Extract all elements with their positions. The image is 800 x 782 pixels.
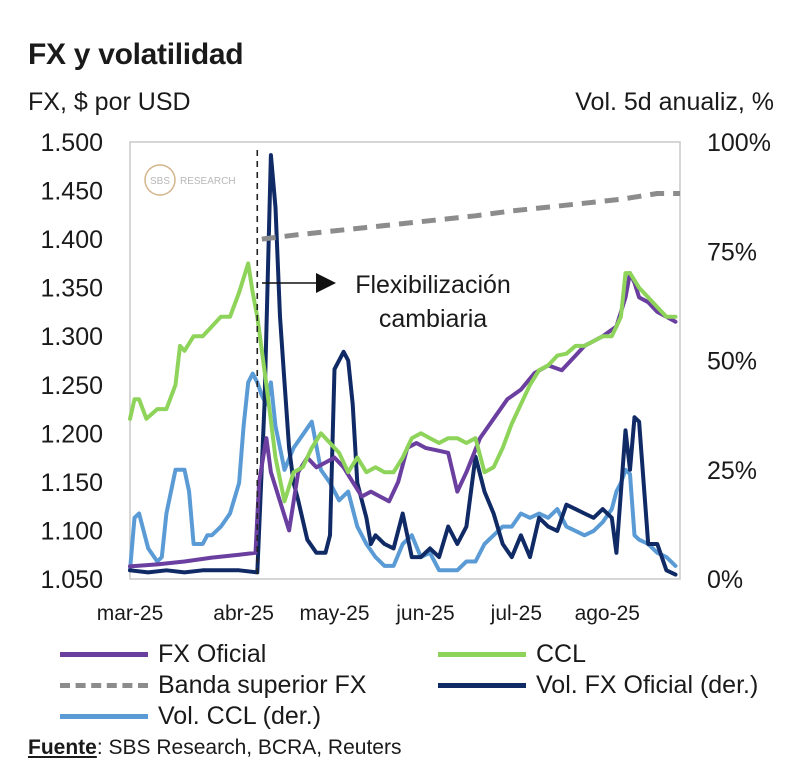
series-line-ccl	[128, 261, 678, 504]
x-tick-label: jul-25	[490, 602, 542, 625]
annotation: Flexibilización cambiaria	[262, 271, 511, 333]
series-line-banda-superior-fx	[261, 191, 680, 242]
y-tick-label-left: 1.450	[40, 178, 103, 206]
legend-item-ccl: CCL	[438, 640, 586, 669]
y-tick-label-left: 1.250	[40, 372, 103, 400]
y-tick-label-left: 1.050	[40, 566, 103, 594]
source-label: Fuente	[28, 736, 97, 759]
legend-swatch-fx-oficial	[60, 652, 148, 657]
right-axis-label: Vol. 5d anualiz, %	[575, 88, 774, 116]
y-tick-label-right: 0%	[707, 566, 743, 594]
source-text: : SBS Research, BCRA, Reuters	[96, 736, 402, 759]
plot-frame	[129, 141, 681, 580]
legend-label-ccl: CCL	[536, 640, 587, 668]
annotation-line-2: cambiaria	[379, 305, 487, 333]
y-tick-label-left: 1.400	[40, 226, 103, 254]
annotation-arrow-icon	[316, 273, 336, 293]
chart-canvas: SBS RESEARCH 1.050 1.100 1.150 1.200 1.250 1.…	[40, 129, 771, 625]
legend-swatch-vol-ccl	[60, 714, 148, 719]
watermark-text: RESEARCH	[180, 176, 236, 187]
x-tick-label: jun-25	[395, 602, 454, 625]
legend-item-banda: Banda superior FX	[60, 671, 366, 700]
watermark: SBS RESEARCH	[144, 164, 236, 196]
legend-item-vol-fx: Vol. FX Oficial (der.)	[438, 671, 758, 700]
x-tick-label: abr-25	[213, 602, 274, 625]
y-tick-label-left: 1.150	[40, 469, 103, 497]
y-tick-label-left: 1.350	[40, 275, 103, 303]
left-axis-label: FX, $ por USD	[28, 88, 191, 116]
x-tick-label: may-25	[300, 602, 370, 625]
legend-label-fx-oficial: FX Oficial	[158, 640, 267, 668]
y-tick-label-right: 50%	[707, 348, 757, 376]
x-tick-label: mar-25	[97, 602, 164, 625]
chart-title: FX y volatilidad	[28, 38, 244, 71]
y-tick-label-left: 1.200	[40, 420, 103, 448]
y-tick-label-left: 1.100	[40, 517, 103, 545]
watermark-logo-text: SBS	[150, 176, 170, 187]
y-tick-label-left: 1.500	[40, 129, 103, 157]
legend-label-banda: Banda superior FX	[158, 671, 367, 699]
legend-label-vol-fx: Vol. FX Oficial (der.)	[536, 671, 759, 699]
series-line-vol-fx-oficial-der	[128, 153, 678, 577]
watermark-logo-icon	[144, 164, 176, 196]
source-note: Fuente: SBS Research, BCRA, Reuters	[28, 736, 401, 760]
legend-label-vol-ccl: Vol. CCL (der.)	[158, 702, 322, 730]
legend-item-fx-oficial: FX Oficial	[60, 640, 266, 669]
legend-swatch-banda	[60, 683, 148, 688]
x-tick-label: ago-25	[575, 602, 640, 625]
legend-swatch-ccl	[438, 652, 526, 657]
y-tick-label-right: 100%	[707, 129, 771, 157]
y-tick-label-right: 75%	[707, 238, 757, 266]
series-line-vol-ccl-der	[128, 371, 678, 573]
y-tick-label-right: 25%	[707, 457, 757, 485]
legend-item-vol-ccl: Vol. CCL (der.)	[60, 702, 321, 731]
y-tick-label-left: 1.300	[40, 323, 103, 351]
annotation-line-1: Flexibilización	[355, 271, 511, 299]
legend-swatch-vol-fx	[438, 683, 526, 688]
